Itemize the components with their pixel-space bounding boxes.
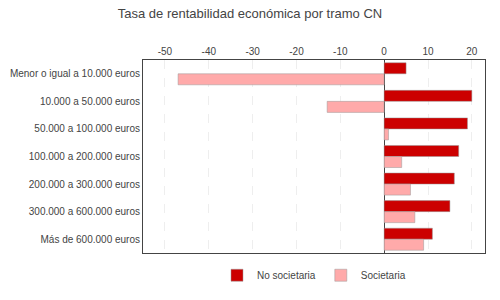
svg-text:No societaria: No societaria [257,270,316,281]
svg-text:Menor o igual a 10.000 euros: Menor o igual a 10.000 euros [10,68,140,79]
svg-text:-40: -40 [202,46,217,57]
svg-text:-30: -30 [245,46,260,57]
svg-text:Societaria: Societaria [361,270,406,281]
svg-text:Más de 600.000 euros: Más de 600.000 euros [40,234,140,245]
svg-text:20: 20 [466,46,478,57]
svg-text:10.000 a 50.000 euros: 10.000 a 50.000 euros [40,96,140,107]
svg-text:-50: -50 [158,46,173,57]
svg-text:Tasa de rentabilidad económica: Tasa de rentabilidad económica por tramo… [118,6,382,21]
svg-text:100.000 a 200.000 euros: 100.000 a 200.000 euros [29,151,140,162]
svg-text:300.000 a 600.000 euros: 300.000 a 600.000 euros [29,206,140,217]
svg-text:50.000 a 100.000 euros: 50.000 a 100.000 euros [34,123,140,134]
svg-text:0: 0 [381,46,387,57]
svg-text:10: 10 [422,46,434,57]
svg-text:-20: -20 [289,46,304,57]
svg-text:200.000 a 300.000 euros: 200.000 a 300.000 euros [29,179,140,190]
svg-text:-10: -10 [333,46,348,57]
